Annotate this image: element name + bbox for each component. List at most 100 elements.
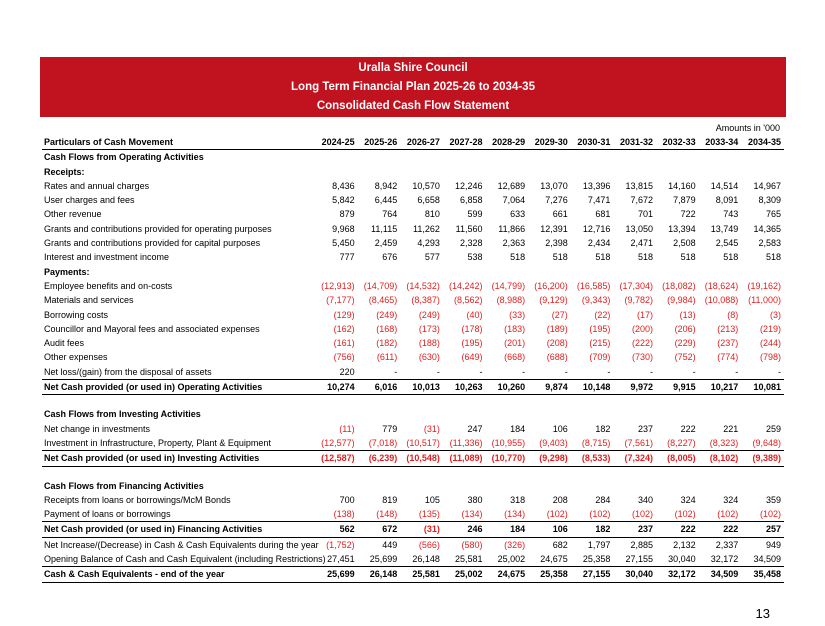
value-cell: 27,451 — [327, 554, 355, 565]
value-cell: 14,967 — [753, 180, 781, 191]
column-header-year: 2033-34 — [698, 135, 742, 151]
value-cell: 518 — [680, 252, 696, 263]
value-cell: (9,129) — [539, 295, 568, 306]
value-cell: (774) — [717, 352, 739, 363]
value-cell: (18,624) — [704, 280, 739, 291]
value-cell: 12,716 — [582, 223, 611, 234]
row-label: Net loss/(gain) from the disposal of ass… — [44, 366, 212, 377]
table-row: Employee benefits and on-costs (12,913) (1… — [42, 279, 784, 293]
value-cell: 765 — [765, 209, 781, 220]
table-row: Receipts from loans or borrowings/McM Bo… — [42, 493, 784, 507]
value-cell: (31) — [423, 423, 440, 434]
row-label: Rates and annual charges — [44, 180, 150, 191]
row-label: Interest and investment income — [44, 252, 170, 263]
spacer-row — [42, 395, 784, 408]
value-cell: 743 — [723, 209, 739, 220]
value-cell: (249) — [418, 309, 440, 320]
table-row: Borrowing costs (129) (249) (249) (40) (33) (2… — [42, 308, 784, 322]
value-cell: 518 — [723, 252, 739, 263]
value-cell: 184 — [485, 521, 529, 538]
table-row: Materials and services (7,177) (8,465) (8,3… — [42, 293, 784, 307]
value-cell: - — [607, 366, 611, 377]
value-cell: 701 — [637, 209, 653, 220]
plan-subtitle: Long Term Financial Plan 2025-26 to 2034… — [291, 81, 535, 93]
value-cell: 5,450 — [332, 238, 355, 249]
value-cell: 10,570 — [412, 180, 440, 191]
value-cell: (8,533) — [570, 450, 614, 467]
value-cell: (16,200) — [534, 280, 568, 291]
value-cell: 25,699 — [315, 566, 358, 583]
column-header-year: 2028-29 — [485, 135, 529, 151]
column-header-particulars: Particulars of Cash Movement — [42, 135, 315, 151]
column-header-year: 2026-27 — [400, 135, 443, 151]
table-row: User charges and fees 5,842 6,445 6,658 6,85… — [42, 193, 784, 207]
value-cell: 25,581 — [454, 554, 483, 565]
value-cell: 32,172 — [656, 566, 699, 583]
table-row: Grants and contributions provided for op… — [42, 222, 784, 236]
value-cell: 8,942 — [374, 180, 398, 191]
row-label: Councillor and Mayoral fees and associat… — [44, 323, 260, 334]
value-cell: 2,459 — [374, 238, 398, 249]
value-cell: - — [436, 366, 440, 377]
value-cell: 222 — [680, 423, 696, 434]
value-cell: (11,000) — [748, 295, 781, 306]
value-cell: (756) — [333, 352, 355, 363]
value-cell: 222 — [656, 521, 699, 538]
row-label: Audit fees — [44, 338, 85, 349]
value-cell: (8,387) — [411, 295, 440, 306]
value-cell: (27) — [551, 309, 568, 320]
value-cell: 633 — [510, 209, 526, 220]
value-cell: (11,336) — [449, 437, 483, 448]
value-cell: 700 — [339, 494, 355, 505]
value-cell: 184 — [510, 423, 526, 434]
value-cell: (222) — [631, 338, 653, 349]
value-cell: 10,260 — [485, 379, 529, 396]
table-row: Net change in investments (11) 779 (31) 247 1… — [42, 422, 784, 436]
value-cell: 2,583 — [758, 238, 781, 249]
section-heading-row: Cash Flows from Investing Activities — [42, 407, 784, 421]
value-cell: (10,548) — [400, 450, 443, 467]
value-cell: 518 — [552, 252, 568, 263]
value-cell: 257 — [741, 521, 784, 538]
value-cell: 810 — [424, 209, 440, 220]
value-cell: 7,064 — [502, 195, 526, 206]
value-cell: 14,160 — [668, 180, 696, 191]
value-cell: 284 — [595, 494, 611, 505]
value-cell: (8,005) — [656, 450, 699, 467]
value-cell: 30,040 — [613, 566, 656, 583]
value-cell: (168) — [376, 323, 398, 334]
column-header-year: 2029-30 — [528, 135, 571, 151]
value-cell: (3) — [770, 309, 781, 320]
value-cell: (200) — [631, 323, 653, 334]
value-cell: 5,842 — [332, 195, 355, 206]
value-cell: 25,358 — [528, 566, 571, 583]
value-cell: (14,242) — [448, 280, 483, 291]
value-cell: (18,082) — [662, 280, 696, 291]
value-cell: 777 — [339, 252, 355, 263]
section-heading: Cash Flows from Operating Activities — [44, 152, 204, 163]
value-cell: 208 — [552, 494, 568, 505]
value-cell: 11,115 — [371, 223, 398, 234]
row-label: Net Increase/(Decrease) in Cash & Cash E… — [44, 539, 319, 550]
value-cell: 182 — [595, 423, 611, 434]
value-cell: 518 — [765, 252, 781, 263]
value-cell: 237 — [637, 423, 653, 434]
value-cell: (9,298) — [528, 450, 571, 467]
value-cell: 2,508 — [673, 238, 696, 249]
value-cell: (244) — [759, 338, 781, 349]
value-cell: (730) — [631, 352, 653, 363]
value-cell: 682 — [552, 539, 568, 550]
value-cell: 949 — [765, 539, 781, 550]
value-cell: 2,471 — [630, 238, 653, 249]
value-cell: 34,509 — [698, 566, 742, 583]
row-label: Net Cash provided (or used in) Operating… — [42, 379, 315, 396]
value-cell: 722 — [680, 209, 696, 220]
value-cell: (102) — [631, 509, 653, 520]
value-cell: (102) — [717, 509, 739, 520]
value-cell: 259 — [765, 423, 781, 434]
value-cell: (14,532) — [406, 280, 440, 291]
value-cell: (709) — [589, 352, 611, 363]
value-cell: 10,274 — [315, 379, 358, 396]
value-cell: (162) — [333, 323, 355, 334]
value-cell: (752) — [674, 352, 696, 363]
